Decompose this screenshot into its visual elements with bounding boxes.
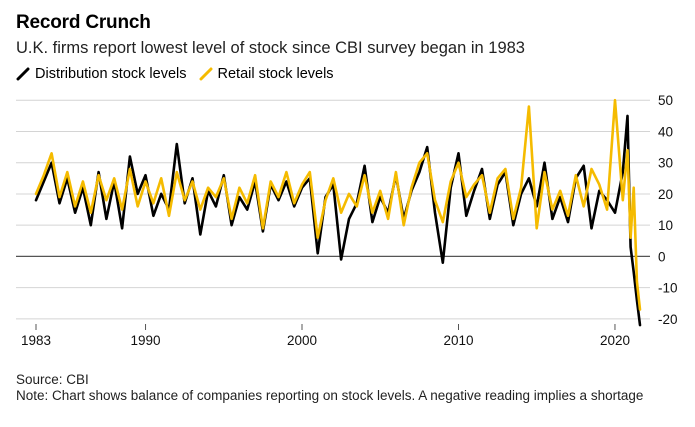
legend-item-distribution: Distribution stock levels xyxy=(16,66,187,82)
x-tick-label: 2010 xyxy=(443,333,473,348)
y-tick-label: 0 xyxy=(658,249,666,264)
legend-label-retail: Retail stock levels xyxy=(217,66,334,82)
y-tick-label: 10 xyxy=(658,218,673,233)
x-tick-label: 1990 xyxy=(131,333,161,348)
y-tick-label: -10 xyxy=(658,281,678,296)
legend-swatch-distribution-icon xyxy=(16,67,30,81)
chart-note: Note: Chart shows balance of companies r… xyxy=(16,388,644,403)
legend-label-distribution: Distribution stock levels xyxy=(35,66,187,82)
series-line-distribution xyxy=(34,114,642,327)
x-tick-label: 2000 xyxy=(287,333,317,348)
y-tick-label: 20 xyxy=(658,187,673,202)
series-line-retail xyxy=(34,98,642,311)
chart-footer: Source: CBI Note: Chart shows balance of… xyxy=(16,372,676,404)
y-tick-label: -20 xyxy=(658,312,678,327)
source-note: Source: CBI xyxy=(16,372,89,387)
legend-item-retail: Retail stock levels xyxy=(199,66,334,82)
x-tick-label: 1983 xyxy=(21,333,51,348)
legend: Distribution stock levels Retail stock l… xyxy=(16,66,334,82)
y-tick-label: 40 xyxy=(658,124,673,139)
chart-subtitle: U.K. firms report lowest level of stock … xyxy=(16,39,525,57)
y-tick-label: 30 xyxy=(658,156,673,171)
legend-swatch-retail-icon xyxy=(199,67,212,81)
y-tick-label: 50 xyxy=(658,93,673,108)
chart-title: Record Crunch xyxy=(16,12,151,33)
x-tick-label: 2020 xyxy=(600,333,630,348)
